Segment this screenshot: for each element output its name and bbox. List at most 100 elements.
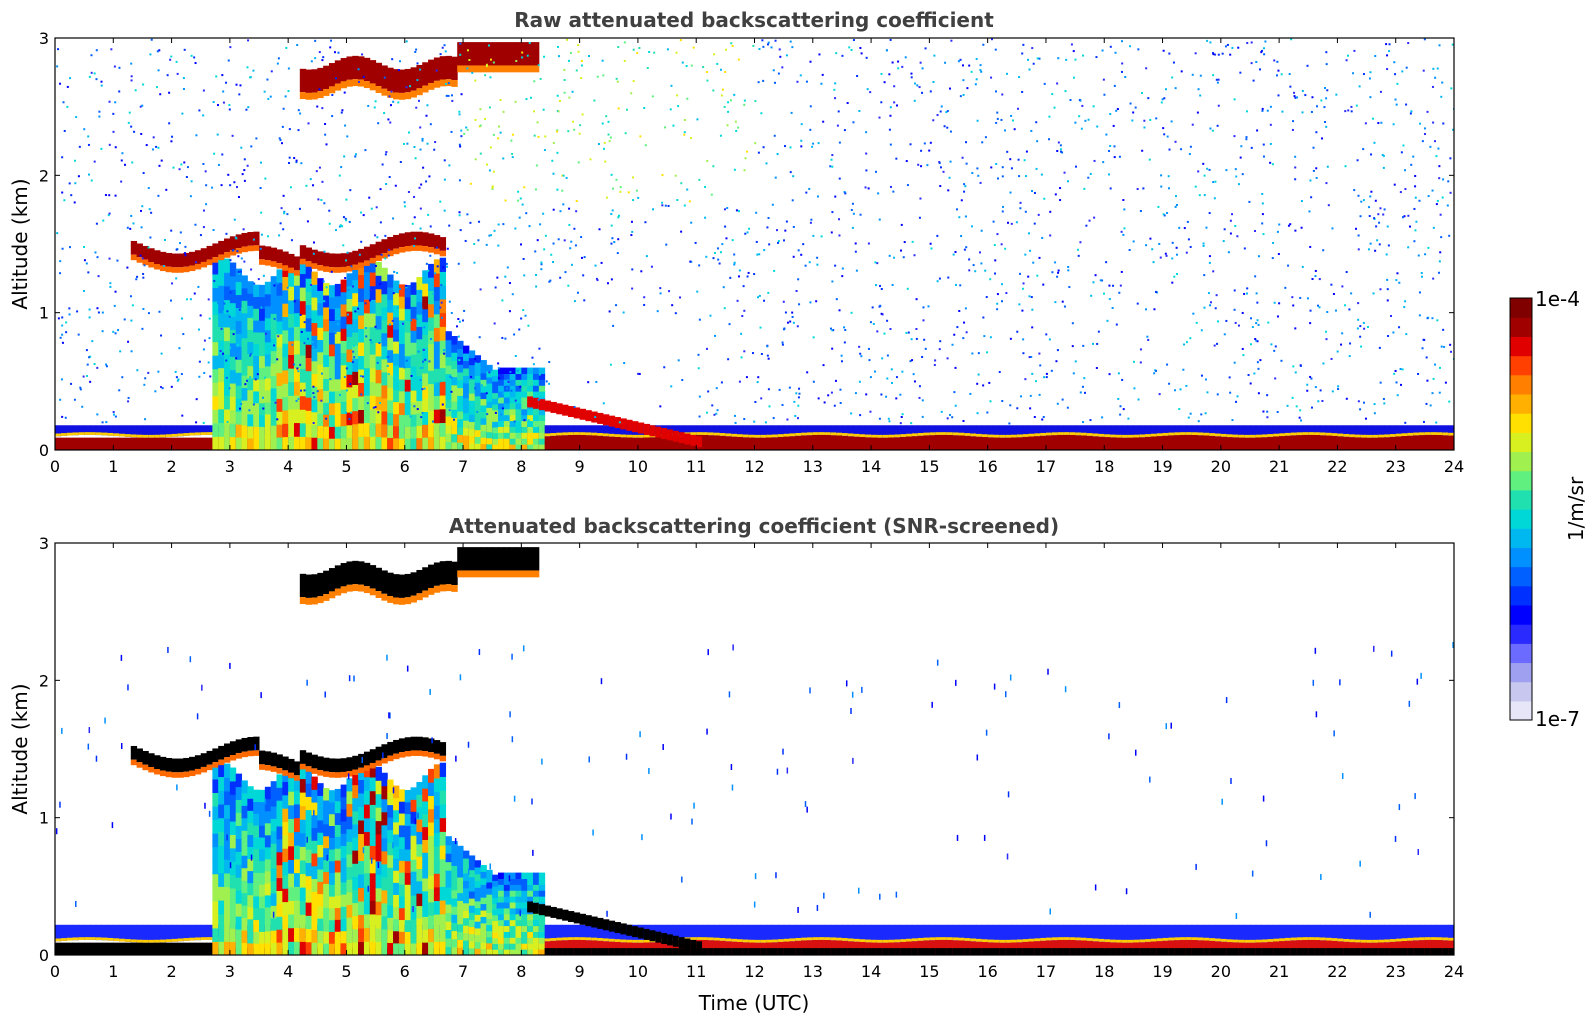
noise-cell [606, 282, 609, 285]
mid-cloud-cell [229, 250, 237, 256]
mid-cloud-cell [363, 246, 371, 261]
noise-cell [938, 161, 941, 164]
aerosol-cell [474, 416, 482, 424]
mid-cloud-cell [142, 764, 149, 771]
noise-cell [1237, 46, 1240, 49]
noise-cell [161, 387, 164, 390]
aerosol-cell [486, 389, 493, 396]
noise-cell [868, 359, 871, 362]
aerosol-cell [433, 395, 441, 410]
noise-cell [1330, 283, 1333, 286]
aerosol-cell [346, 904, 353, 918]
noise-cell [216, 104, 219, 107]
x-tick-label: 10 [628, 457, 648, 476]
aerosol-cell [299, 409, 307, 424]
noise-cell [1378, 243, 1381, 246]
noise-cell [705, 255, 708, 258]
surface-layer-cell [1249, 437, 1257, 450]
noise-cell [479, 124, 482, 127]
noise-cell [443, 44, 446, 47]
aerosol-cell [224, 381, 231, 396]
noise-cell [936, 234, 939, 237]
noise-cell [1378, 221, 1381, 224]
noise-cell [837, 110, 840, 113]
aerosol-cell [369, 258, 377, 273]
y-tick-label: 2 [39, 166, 49, 185]
noise-cell [948, 176, 951, 179]
noise-cell [73, 398, 76, 401]
boundary-layer-cell [1045, 432, 1053, 436]
noise-cell [428, 175, 431, 178]
noise-cell [130, 125, 133, 128]
noise-cell [797, 278, 800, 281]
aerosol-cell [334, 390, 342, 404]
aerosol-cell [305, 410, 312, 425]
aerosol-cell [317, 819, 324, 833]
noise-cell [727, 110, 730, 113]
noise-cell [1024, 210, 1027, 213]
aerosol-cell [299, 300, 307, 315]
surface-layer-cell [841, 435, 849, 450]
aerosol-cell [352, 810, 359, 825]
aerosol-cell [276, 333, 283, 348]
boundary-layer-cell [614, 425, 621, 437]
noise-cell [679, 39, 682, 42]
noise-cell [791, 199, 794, 202]
boundary-layer-cell [783, 433, 790, 437]
aerosol-cell [457, 372, 464, 381]
noise-cell [278, 137, 281, 140]
aerosol-cell [334, 860, 342, 873]
mid-cloud-cell [264, 751, 272, 766]
noise-cell [563, 239, 566, 242]
aerosol-cell [334, 931, 342, 944]
boundary-layer-cell [55, 938, 62, 942]
boundary-layer-cell [55, 433, 62, 437]
noise-cell [1431, 392, 1434, 395]
noise-cell [458, 320, 461, 323]
surface-layer-cell [667, 436, 674, 450]
noise-cell [705, 71, 708, 74]
upper-cloud-cell [398, 92, 406, 100]
noise-cell [419, 227, 422, 230]
aerosol-cell [229, 275, 237, 290]
mid-cloud-cell [340, 758, 347, 772]
noise-cell [101, 421, 104, 424]
noise-cell [458, 214, 461, 217]
noise-cell [171, 135, 174, 138]
noise-cell [1396, 394, 1399, 397]
aerosol-cell [218, 886, 225, 901]
noise-cell [252, 403, 255, 406]
aerosol-cell [229, 834, 237, 849]
aerosol-cell [381, 319, 388, 334]
surface-layer-cell [1407, 435, 1414, 450]
aerosol-cell [445, 441, 452, 450]
noise-cell [880, 72, 883, 75]
aerosol-cell [241, 842, 248, 856]
noise-cell [1262, 143, 1265, 146]
noise-cell [458, 110, 461, 113]
noise-cell [1035, 167, 1038, 170]
noise-cell [241, 173, 244, 176]
noise-cell [1006, 72, 1009, 75]
noise-cell [922, 319, 925, 322]
aerosol-cell [404, 426, 412, 439]
noise-cell [497, 137, 500, 140]
aerosol-cell [468, 393, 476, 401]
noise-cell [596, 75, 599, 78]
boundary-layer-cell [1034, 425, 1041, 437]
noise-cell [1239, 156, 1242, 159]
aerosol-cell [253, 895, 260, 909]
boundary-layer-cell [1150, 433, 1158, 437]
aerosol-cell [323, 378, 330, 391]
noise-cell [396, 271, 399, 274]
noise-cell [1209, 304, 1212, 307]
noise-cell [1175, 203, 1178, 206]
aerosol-cell [293, 285, 301, 300]
noise-cell [996, 177, 999, 180]
aerosol-cell [428, 436, 435, 450]
noise-cell [61, 341, 64, 344]
noise-cell [939, 340, 942, 343]
boundary-layer-cell [1384, 425, 1391, 438]
noise-cell [227, 295, 230, 298]
noise-cell [89, 355, 92, 358]
